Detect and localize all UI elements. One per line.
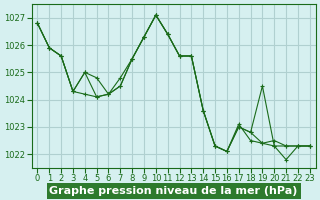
- X-axis label: Graphe pression niveau de la mer (hPa): Graphe pression niveau de la mer (hPa): [49, 186, 298, 196]
